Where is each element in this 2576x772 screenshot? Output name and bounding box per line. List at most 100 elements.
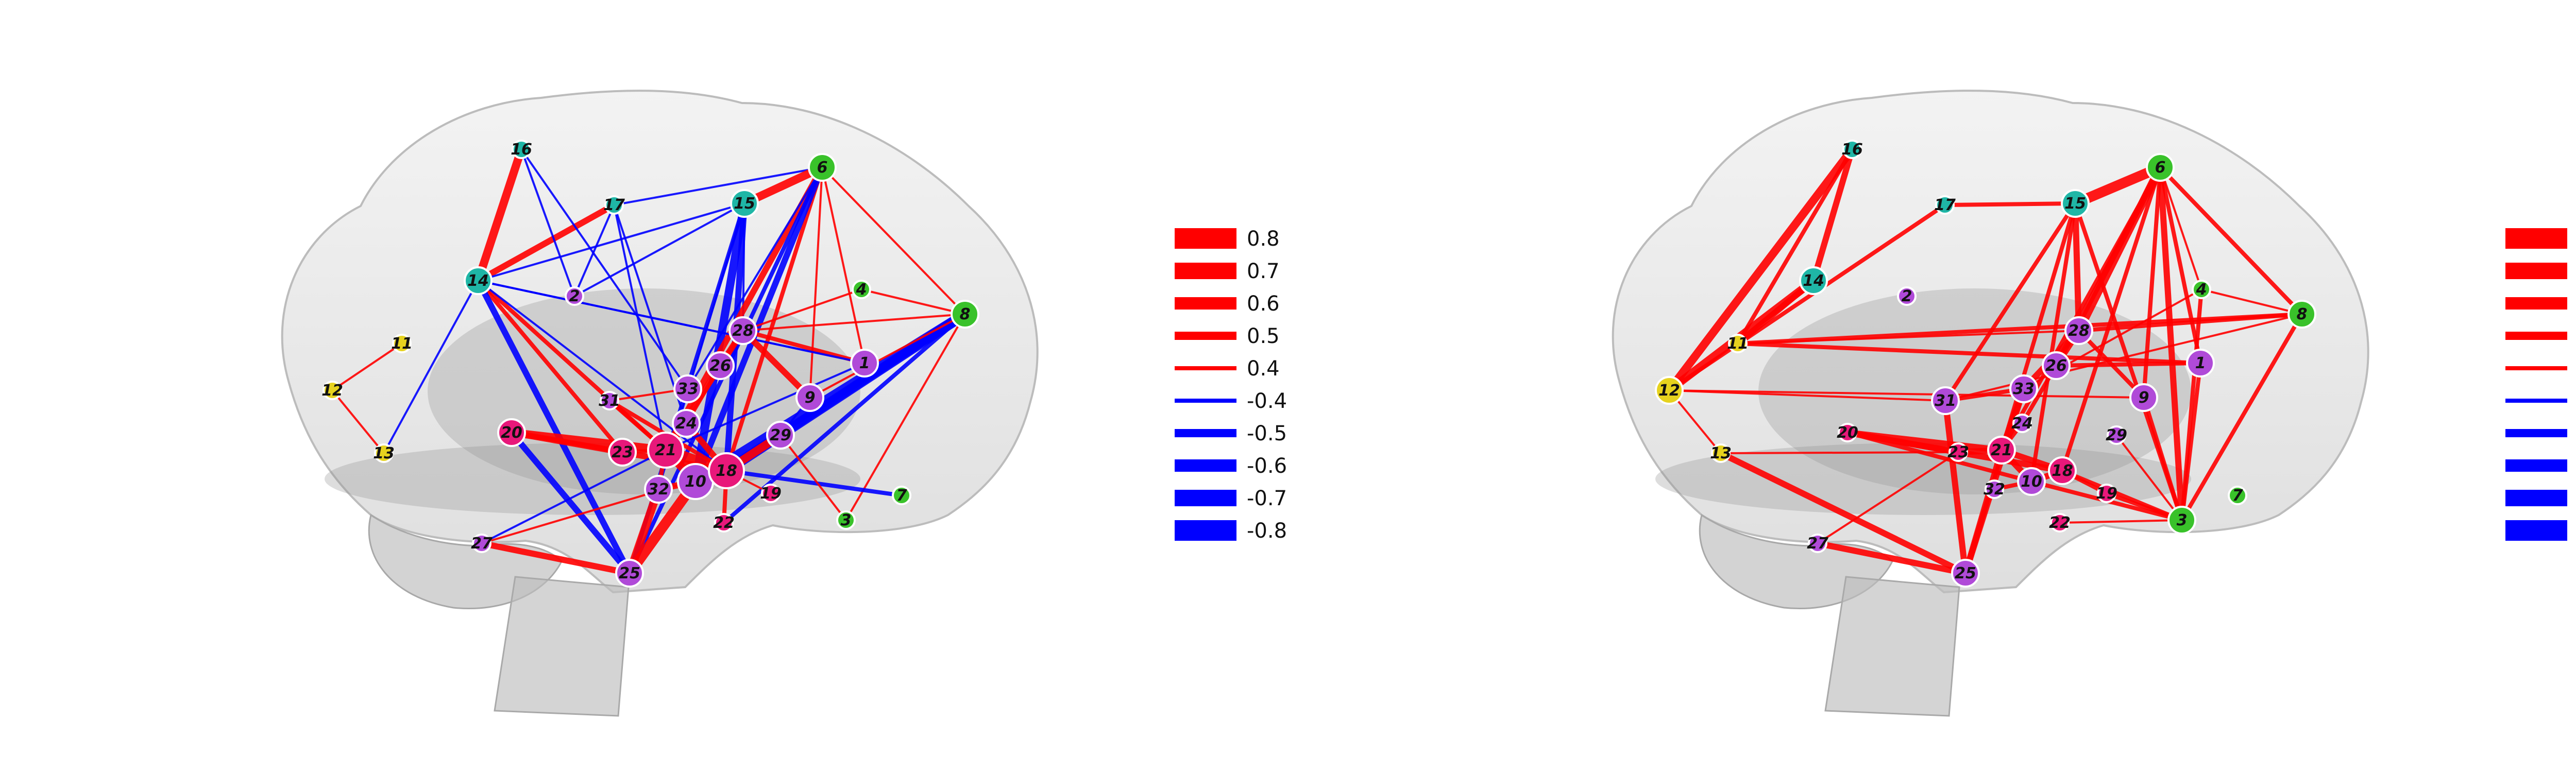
- node-label: 9: [805, 389, 816, 407]
- edge-14-15: [477, 202, 745, 282]
- node-circle: [600, 391, 619, 410]
- edge-6-21: [663, 164, 825, 453]
- node-label: 25: [1955, 564, 1976, 582]
- edge-1-21: [665, 362, 866, 451]
- node-circle: [708, 452, 745, 489]
- edge-14-25: [475, 278, 633, 576]
- node-circle: [795, 383, 824, 412]
- node-circle: [672, 409, 701, 438]
- edge-15-6: [2070, 162, 2165, 209]
- node-26: 26: [2042, 351, 2071, 380]
- edge-12-13: [331, 389, 385, 454]
- edge-32-25: [625, 485, 663, 577]
- node-circle: [706, 351, 735, 380]
- node-22: 22: [2049, 513, 2071, 533]
- node-25: 25: [615, 559, 644, 588]
- edge-25-21: [1962, 447, 2005, 576]
- node-12: 12: [321, 381, 343, 400]
- node-28: 28: [2064, 316, 2093, 345]
- node-23: 23: [608, 438, 637, 467]
- node-label: 15: [2064, 195, 2086, 213]
- node-circle: [323, 381, 342, 400]
- node-1: 1: [2186, 349, 2215, 378]
- node-33: 33: [2009, 374, 2038, 403]
- node-6: 6: [808, 153, 837, 182]
- node-circle: [2107, 425, 2126, 445]
- node-circle: [604, 195, 624, 215]
- node-16: 16: [511, 140, 532, 159]
- legend-swatch: [2505, 228, 2567, 249]
- node-circle: [808, 153, 837, 182]
- edge-31-25: [1942, 398, 1969, 576]
- edge-25-27: [479, 540, 633, 576]
- node-26: 26: [706, 351, 735, 380]
- node-7: 7: [892, 486, 911, 505]
- edge-14-18: [477, 280, 727, 472]
- node-label: 27: [1807, 535, 1828, 553]
- node-label: 12: [321, 382, 343, 400]
- node-circle: [472, 534, 492, 553]
- node-25: 25: [1951, 559, 1980, 588]
- node-3: 3: [2167, 506, 2196, 535]
- edge-17-14: [475, 202, 617, 284]
- node-label: 28: [732, 322, 754, 340]
- legend-swatch: [1175, 429, 1236, 437]
- legend-swatch: [2505, 366, 2567, 370]
- node-27: 27: [471, 534, 493, 553]
- legend-swatch: [1175, 490, 1236, 506]
- node-18: 18: [708, 452, 745, 489]
- node-label: 10: [2021, 473, 2042, 491]
- node-1: 1: [850, 349, 879, 378]
- node-circle: [2186, 349, 2215, 378]
- edge-6-4: [2159, 166, 2202, 290]
- legend-swatch: [1175, 263, 1236, 279]
- node-circle: [766, 421, 795, 450]
- legend-swatch: [2505, 332, 2567, 340]
- brain-outline: [1612, 90, 2369, 717]
- node-label: 32: [648, 481, 669, 499]
- node-circle: [1985, 479, 2004, 499]
- node-label: 20: [1837, 424, 1858, 442]
- legend-swatch: [1175, 399, 1236, 403]
- node-label: 9: [2139, 389, 2149, 407]
- node-circle: [2064, 316, 2093, 345]
- node-12: 12: [1655, 376, 1684, 405]
- edge-4-28: [742, 288, 862, 332]
- node-label: 23: [612, 443, 633, 461]
- edge-16-14: [1810, 146, 1855, 284]
- edge-8-3: [845, 313, 966, 521]
- edge-8-9: [809, 313, 966, 399]
- node-circle: [2129, 383, 2158, 412]
- node-circle: [2228, 486, 2247, 505]
- edge-11-1: [1736, 341, 2202, 365]
- edge-6-8: [821, 166, 966, 315]
- legend-label: -0.8: [1247, 519, 1287, 543]
- node-label: 27: [471, 535, 493, 553]
- legend-swatch: [2505, 429, 2567, 437]
- right-panel: 1234678910111213141516171819202122232425…: [1612, 90, 2567, 717]
- edge-6-33: [687, 166, 823, 390]
- node-circle: [644, 475, 673, 504]
- node-label: 22: [713, 514, 735, 532]
- legend-swatch: [2505, 263, 2567, 279]
- edge-6-8: [2158, 165, 2304, 316]
- node-label: 22: [2049, 514, 2071, 532]
- node-21: 21: [647, 432, 684, 469]
- node-label: 20: [501, 424, 522, 442]
- edge-20-23: [510, 431, 624, 454]
- legend-label: -0.4: [1247, 389, 1287, 413]
- node-circle: [497, 418, 526, 447]
- edge-13-25: [1718, 450, 1969, 576]
- node-label: 21: [1991, 441, 2012, 459]
- legend-swatch: [2505, 297, 2567, 310]
- legend-swatch: [2505, 459, 2567, 472]
- node-circle: [608, 438, 637, 467]
- node-circle: [1948, 442, 1968, 462]
- node-24: 24: [672, 409, 701, 438]
- edge-14-11: [1735, 278, 1817, 347]
- node-label: 8: [2297, 305, 2308, 323]
- node-label: 21: [655, 441, 676, 459]
- edge-6-1: [2158, 165, 2202, 365]
- node-13: 13: [373, 443, 395, 463]
- node-circle: [1935, 195, 1955, 215]
